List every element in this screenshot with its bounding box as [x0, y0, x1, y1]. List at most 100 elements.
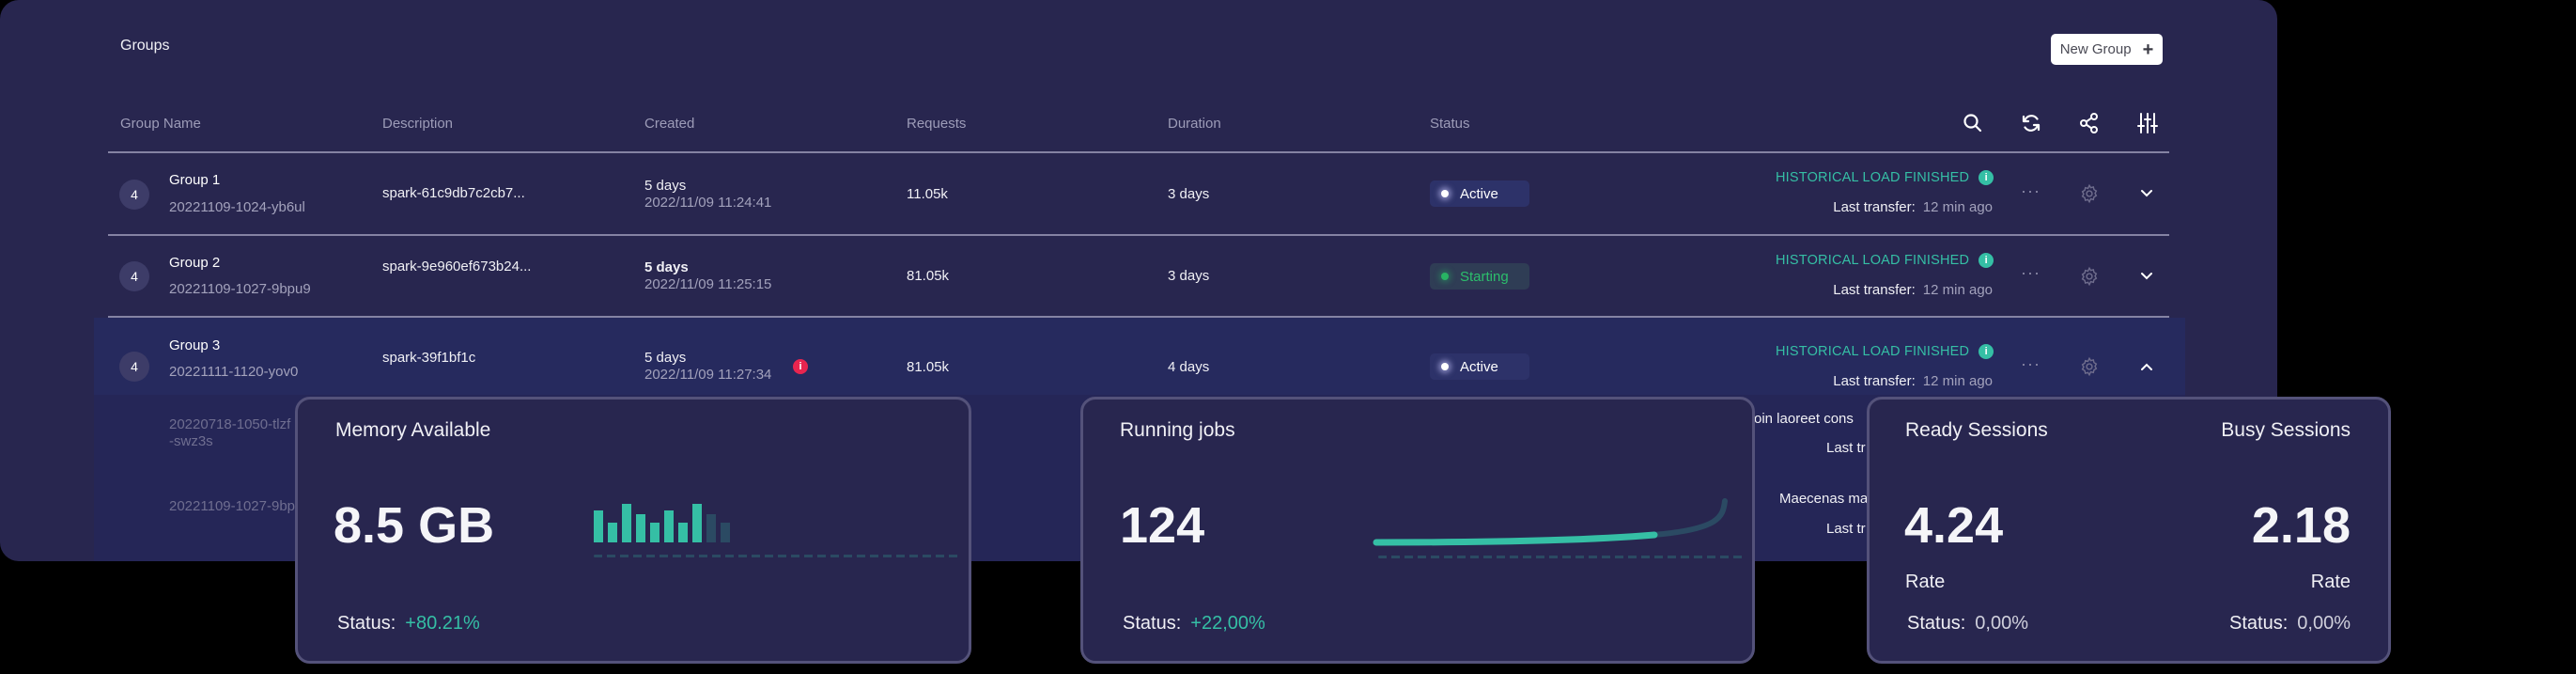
duration-value: 4 days	[1168, 359, 1210, 375]
info-icon[interactable]: i	[1979, 253, 1994, 268]
last-transfer: Last transfer: 12 min ago	[1833, 199, 1993, 215]
requests-value: 11.05k	[907, 186, 948, 202]
load-status-label: HISTORICAL LOAD FINISHED	[1776, 344, 1970, 359]
chart-bar	[622, 504, 631, 542]
chevron-up-icon[interactable]	[2139, 359, 2154, 374]
chevron-down-icon[interactable]	[2139, 269, 2154, 284]
jobs-value: 124	[1120, 497, 1205, 554]
column-header-group-name[interactable]: Group Name	[120, 116, 201, 132]
load-status: HISTORICAL LOAD FINISHED i	[1776, 253, 1994, 268]
jobs-status: Status: +22,00%	[1123, 613, 1265, 635]
share-icon[interactable]	[2077, 111, 2102, 135]
settings-gear-icon[interactable]	[2079, 183, 2100, 204]
last-transfer-label: Last transfer:	[1833, 199, 1916, 215]
page-title: Groups	[120, 38, 170, 54]
info-icon[interactable]: i	[1979, 170, 1994, 185]
last-transfer: Last transfer: 12 min ago	[1833, 282, 1993, 298]
group-id: 20221111-1120-yov0	[169, 364, 299, 380]
filter-sliders-icon[interactable]	[2135, 111, 2160, 135]
last-transfer-label: Last transfer:	[1833, 282, 1916, 298]
column-header-duration[interactable]: Duration	[1168, 116, 1221, 132]
settings-gear-icon[interactable]	[2079, 356, 2100, 377]
chart-baseline	[1378, 556, 1743, 558]
status-dot-icon	[1441, 363, 1449, 370]
last-transfer-label: Last transfer:	[1833, 373, 1916, 389]
group-name[interactable]: Group 1	[169, 172, 221, 188]
load-status-label: HISTORICAL LOAD FINISHED	[1776, 170, 1970, 185]
plus-icon: +	[2142, 39, 2154, 60]
created-relative: 5 days	[644, 259, 689, 275]
chart-bar	[608, 523, 617, 542]
ready-status: Status: 0,00%	[1907, 613, 2028, 635]
jobs-sparkline	[1373, 498, 1728, 546]
chart-baseline	[594, 555, 958, 557]
status-label: Status:	[1123, 613, 1182, 634]
status-dot-icon	[1441, 273, 1449, 280]
group-count-avatar: 4	[119, 180, 149, 210]
busy-status: Status: 0,00%	[2229, 613, 2351, 635]
memory-card-title: Memory Available	[335, 419, 491, 441]
more-options-icon[interactable]: ···	[2021, 263, 2041, 282]
memory-available-card	[295, 397, 971, 664]
chart-bar	[594, 510, 603, 542]
row-divider	[108, 316, 2169, 318]
status-value: +22,00%	[1190, 613, 1265, 634]
memory-status: Status: +80.21%	[337, 613, 480, 635]
ready-sessions-title: Ready Sessions	[1905, 419, 2048, 441]
group-description: spark-9e960ef673b24...	[382, 259, 532, 274]
status-dot-icon	[1441, 190, 1449, 197]
more-options-icon[interactable]: ···	[2021, 181, 2041, 200]
created-date: 2022/11/09 11:24:41	[644, 195, 772, 211]
status-badge: Starting	[1430, 263, 1529, 290]
last-transfer-value: 12 min ago	[1922, 373, 1993, 389]
requests-value: 81.05k	[907, 268, 950, 284]
busy-sessions-value: 2.18	[2251, 497, 2351, 554]
chart-bar	[650, 523, 660, 542]
column-header-created[interactable]: Created	[644, 116, 695, 132]
column-header-description[interactable]: Description	[382, 116, 454, 132]
sub-row-last-transfer: Last tr	[1826, 521, 1866, 537]
ready-sessions-value: 4.24	[1904, 497, 2004, 554]
last-transfer: Last transfer: 12 min ago	[1833, 373, 1993, 389]
column-header-status[interactable]: Status	[1430, 116, 1470, 132]
refresh-icon[interactable]	[2019, 111, 2043, 135]
sub-row-id: 20220718-1050-tlzf -swz3s	[169, 416, 290, 450]
memory-value: 8.5 GB	[334, 497, 495, 554]
new-group-label: New Group	[2059, 41, 2132, 57]
new-group-button[interactable]: New Group +	[2051, 34, 2163, 65]
info-icon[interactable]: i	[1979, 344, 1994, 359]
more-options-icon[interactable]: ···	[2021, 354, 2041, 373]
status-label: Starting	[1460, 268, 1509, 285]
status-value: 0,00%	[2297, 613, 2351, 634]
chart-bar	[721, 523, 730, 542]
memory-bar-chart	[594, 503, 730, 542]
column-header-requests[interactable]: Requests	[907, 116, 967, 132]
group-count-avatar: 4	[119, 261, 149, 291]
settings-gear-icon[interactable]	[2079, 266, 2100, 287]
status-badge: Active	[1430, 353, 1529, 380]
search-icon[interactable]	[1961, 111, 1985, 135]
sub-row-id-line1: 20220718-1050-tlzf	[169, 416, 291, 432]
group-name[interactable]: Group 3	[169, 337, 221, 353]
row-divider	[108, 234, 2169, 236]
group-name[interactable]: Group 2	[169, 255, 221, 271]
error-alert-icon[interactable]: i	[793, 359, 808, 374]
group-count-avatar: 4	[119, 352, 149, 382]
running-jobs-card	[1080, 397, 1755, 664]
chevron-down-icon[interactable]	[2139, 186, 2154, 201]
duration-value: 3 days	[1168, 186, 1210, 202]
group-description: spark-61c9db7c2cb7...	[382, 185, 525, 201]
chart-bar	[636, 514, 645, 542]
busy-rate-label: Rate	[2310, 572, 2351, 592]
status-badge: Active	[1430, 180, 1529, 207]
sub-row-id-line1: 20221109-1027-9bp	[169, 498, 296, 514]
last-transfer-value: 12 min ago	[1922, 199, 1993, 215]
status-label: Status:	[337, 613, 396, 634]
sessions-card	[1867, 397, 2391, 664]
group-id: 20221109-1027-9bpu9	[169, 281, 311, 297]
table-row-expanded[interactable]	[94, 318, 2185, 395]
chart-bar	[664, 510, 674, 542]
created-relative: 5 days	[644, 178, 687, 194]
header-divider	[108, 151, 2169, 153]
status-value: 0,00%	[1975, 613, 2028, 634]
